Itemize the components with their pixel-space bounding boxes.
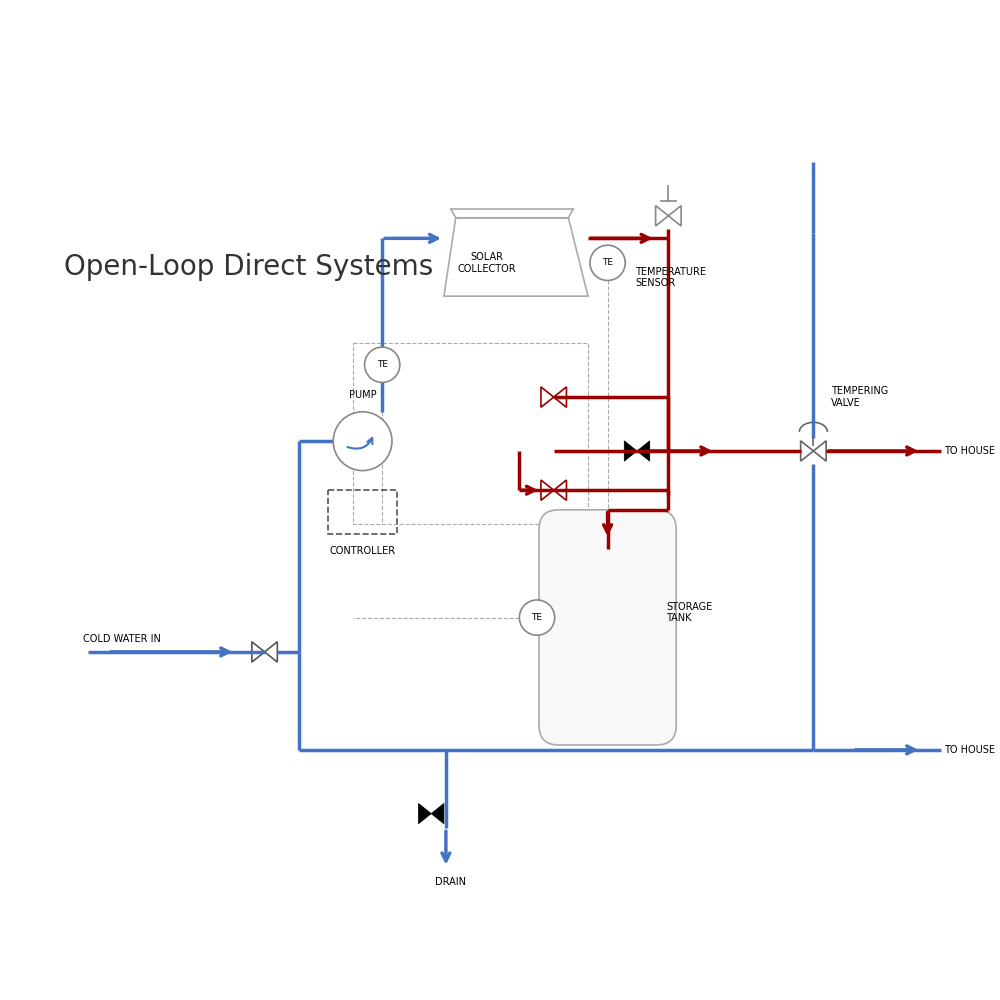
Text: TE: TE	[377, 360, 388, 369]
Polygon shape	[418, 803, 431, 824]
Polygon shape	[801, 441, 813, 461]
Polygon shape	[637, 441, 650, 461]
Text: TEMPERATURE
SENSOR: TEMPERATURE SENSOR	[635, 267, 706, 288]
Polygon shape	[431, 803, 444, 824]
Polygon shape	[252, 642, 265, 662]
Text: STORAGE
TANK: STORAGE TANK	[666, 602, 713, 623]
Polygon shape	[265, 642, 277, 662]
Text: CONTROLLER: CONTROLLER	[330, 546, 396, 556]
Polygon shape	[656, 206, 668, 226]
Text: TO HOUSE: TO HOUSE	[944, 446, 995, 456]
Text: TO HOUSE: TO HOUSE	[944, 745, 995, 755]
Bar	[328, 490, 397, 534]
Circle shape	[333, 412, 392, 471]
Text: DRAIN: DRAIN	[435, 877, 466, 887]
Text: COLD WATER IN: COLD WATER IN	[83, 634, 161, 644]
Polygon shape	[444, 218, 588, 296]
Text: SOLAR
COLLECTOR: SOLAR COLLECTOR	[458, 252, 516, 274]
Polygon shape	[554, 387, 566, 407]
Text: PUMP: PUMP	[349, 390, 376, 400]
Text: TE: TE	[532, 613, 543, 622]
Polygon shape	[541, 480, 554, 500]
Text: TEMPERING
VALVE: TEMPERING VALVE	[831, 386, 888, 408]
Bar	[353, 343, 588, 524]
Text: TE: TE	[602, 258, 613, 267]
Polygon shape	[668, 206, 681, 226]
Text: Open-Loop Direct Systems: Open-Loop Direct Systems	[64, 253, 433, 281]
Polygon shape	[624, 441, 637, 461]
Polygon shape	[554, 480, 566, 500]
Polygon shape	[813, 441, 826, 461]
Circle shape	[519, 600, 555, 635]
FancyBboxPatch shape	[539, 510, 676, 745]
Circle shape	[365, 347, 400, 382]
Polygon shape	[541, 387, 554, 407]
Circle shape	[590, 245, 625, 280]
